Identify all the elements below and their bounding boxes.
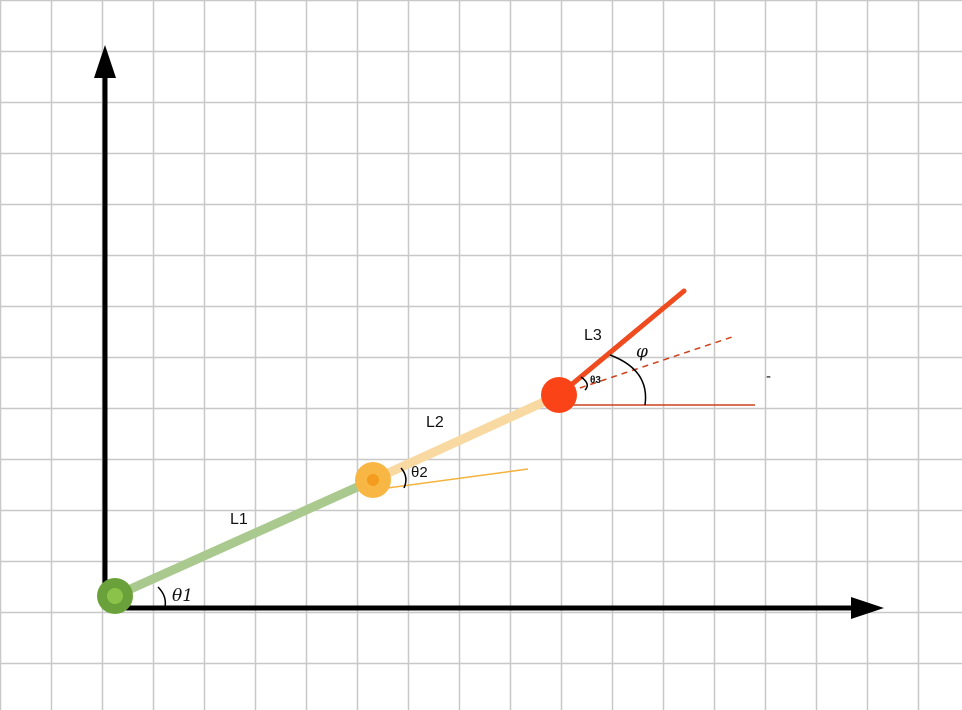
- phi-label: φ: [636, 342, 648, 362]
- dash-mark: -: [766, 368, 771, 385]
- link-l3: [556, 288, 687, 398]
- theta1-arc: [157, 586, 167, 608]
- joint-base-inner: [107, 588, 123, 604]
- y-axis-arrowhead: [94, 45, 116, 78]
- joint-elbow-inner: [367, 474, 379, 486]
- theta2-arc: [400, 467, 407, 489]
- theta3-arc: [580, 376, 588, 391]
- theta1-label: θ1: [172, 586, 193, 606]
- joint-wrist: [541, 377, 577, 413]
- joint2-reference-line: [372, 468, 529, 491]
- joint3-dashed-extension: [558, 335, 736, 396]
- link-l1: [110, 475, 378, 601]
- theta3-label: θ3: [590, 375, 601, 386]
- theta2-label: θ2: [411, 464, 428, 481]
- l3-label: L3: [584, 327, 602, 344]
- l1-label: L1: [230, 511, 248, 528]
- link-l2: [368, 390, 564, 485]
- x-axis-arrowhead: [851, 597, 884, 619]
- axes: [94, 45, 884, 619]
- l2-label: L2: [426, 414, 444, 431]
- phi-arc: [609, 354, 647, 406]
